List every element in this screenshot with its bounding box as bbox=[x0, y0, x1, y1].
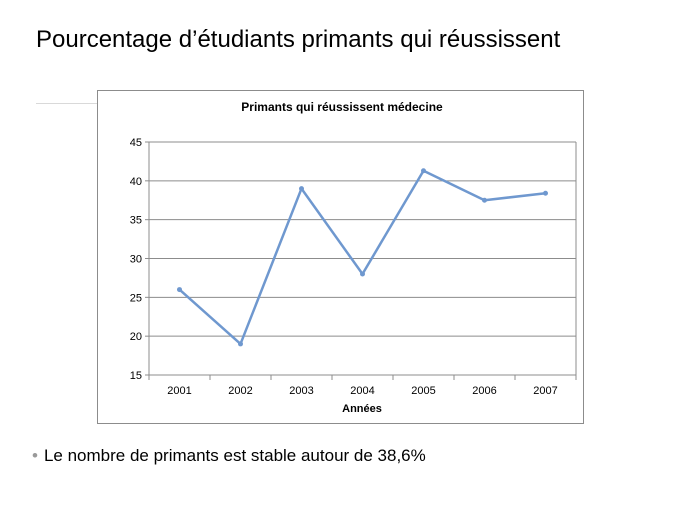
axis-layer: 15 20 25 30 35 40 45 2001 2002 2003 2004 2005 2006 20… bbox=[130, 137, 577, 397]
series-line bbox=[178, 169, 546, 346]
y-tick-label: 35 bbox=[130, 215, 142, 227]
x-tick-label: 2001 bbox=[167, 385, 191, 397]
x-tick-label: 2007 bbox=[533, 385, 557, 397]
data-point bbox=[177, 287, 182, 293]
x-axis-title: Années bbox=[342, 403, 382, 415]
x-tick-label: 2003 bbox=[289, 385, 313, 397]
x-tick-label: 2005 bbox=[411, 385, 435, 397]
x-tick-label: 2002 bbox=[228, 385, 252, 397]
data-point bbox=[543, 190, 548, 196]
chart-frame: Primants qui réussissent médecine Années… bbox=[97, 90, 584, 424]
bullet-dot-icon: • bbox=[32, 446, 38, 465]
bullet-item: • Le nombre de primants est stable autour… bbox=[32, 446, 426, 466]
data-point bbox=[421, 168, 426, 174]
bullet-text: Le nombre de primants est stable autour … bbox=[43, 446, 426, 465]
x-tick-label: 2006 bbox=[472, 385, 496, 397]
y-tick-label: 15 bbox=[130, 370, 142, 382]
grid-layer bbox=[149, 141, 576, 376]
chart-title: Primants qui réussissent médecine bbox=[241, 100, 443, 114]
y-tick-label: 20 bbox=[130, 331, 142, 343]
y-tick-label: 40 bbox=[130, 176, 142, 188]
data-point bbox=[238, 341, 243, 347]
y-tick-label: 30 bbox=[130, 254, 142, 266]
line-chart: Primants qui réussissent médecine Années… bbox=[130, 100, 577, 415]
slide-title: Pourcentage d’étudiants primants qui réu… bbox=[36, 26, 561, 53]
data-point bbox=[360, 271, 365, 277]
x-tick-label: 2004 bbox=[350, 385, 374, 397]
data-point bbox=[299, 186, 304, 192]
y-tick-label: 25 bbox=[130, 292, 142, 304]
title-divider bbox=[36, 103, 98, 104]
y-tick-label: 45 bbox=[130, 137, 142, 149]
series-layer bbox=[177, 168, 548, 347]
data-point bbox=[482, 197, 487, 203]
